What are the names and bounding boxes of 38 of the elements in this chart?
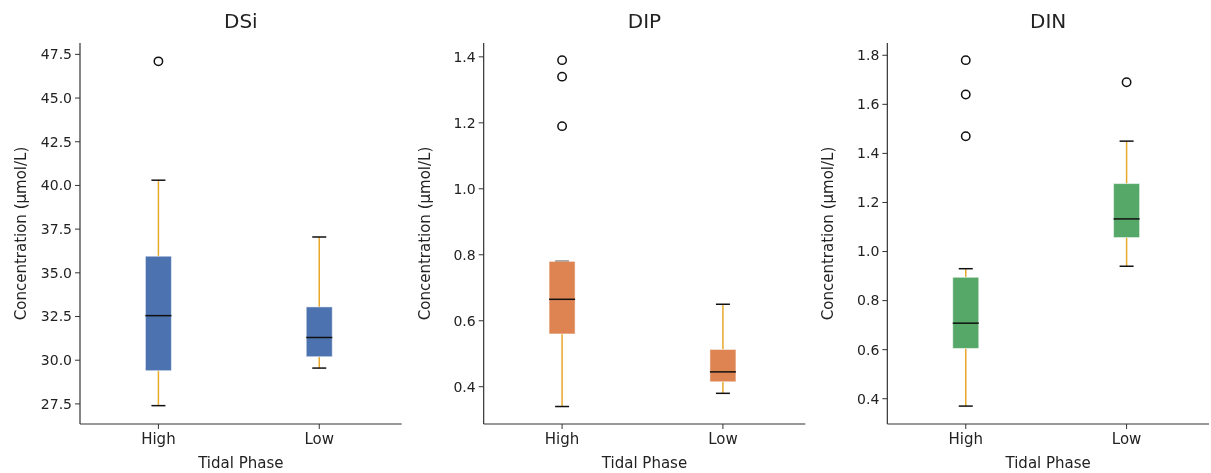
y-tick-label: 30.0 bbox=[40, 352, 72, 369]
y-tick-label: 27.5 bbox=[40, 395, 72, 412]
y-tick-label: 42.5 bbox=[40, 133, 72, 150]
x-tick-label: High bbox=[948, 430, 983, 448]
y-axis-title: Concentration (µmol/L) bbox=[415, 146, 434, 321]
chart-title: DIP bbox=[627, 9, 662, 33]
y-tick-label: 45.0 bbox=[40, 89, 72, 106]
y-tick-label: 1.0 bbox=[857, 243, 880, 260]
y-tick-label: 32.5 bbox=[40, 308, 72, 325]
x-tick-label: High bbox=[544, 430, 580, 448]
y-tick-label: 1.2 bbox=[857, 194, 880, 211]
y-tick-label: 0.8 bbox=[453, 246, 476, 263]
y-tick-label: 1.0 bbox=[453, 180, 476, 197]
x-tick-label: Low bbox=[1111, 430, 1142, 448]
y-tick-label: 1.4 bbox=[857, 145, 880, 162]
x-axis-title: Tidal Phase bbox=[197, 454, 284, 472]
chart-title: DSi bbox=[224, 9, 258, 33]
y-axis-title: Concentration (µmol/L) bbox=[819, 146, 838, 321]
y-tick-label: 0.8 bbox=[857, 292, 880, 309]
y-tick-label: 1.6 bbox=[857, 96, 880, 113]
y-tick-label: 1.4 bbox=[453, 48, 476, 65]
x-axis-title: Tidal Phase bbox=[1004, 454, 1091, 472]
y-tick-label: 0.6 bbox=[857, 341, 880, 358]
y-tick-label: 0.4 bbox=[453, 378, 476, 395]
x-axis-title: Tidal Phase bbox=[600, 454, 688, 472]
y-tick-label: 37.5 bbox=[40, 221, 72, 238]
y-tick-label: 47.5 bbox=[40, 46, 72, 63]
y-tick-label: 40.0 bbox=[40, 177, 72, 194]
chart-title: DIN bbox=[1030, 9, 1067, 33]
x-tick-label: Low bbox=[708, 430, 738, 448]
x-tick-label: High bbox=[141, 430, 176, 448]
y-tick-label: 1.8 bbox=[857, 47, 880, 64]
y-axis-title: Concentration (µmol/L) bbox=[12, 146, 30, 321]
y-tick-label: 35.0 bbox=[40, 264, 72, 281]
y-tick-label: 0.4 bbox=[857, 390, 880, 407]
y-tick-label: 0.6 bbox=[453, 312, 476, 329]
y-tick-label: 1.2 bbox=[453, 114, 476, 131]
x-tick-label: Low bbox=[304, 430, 335, 448]
